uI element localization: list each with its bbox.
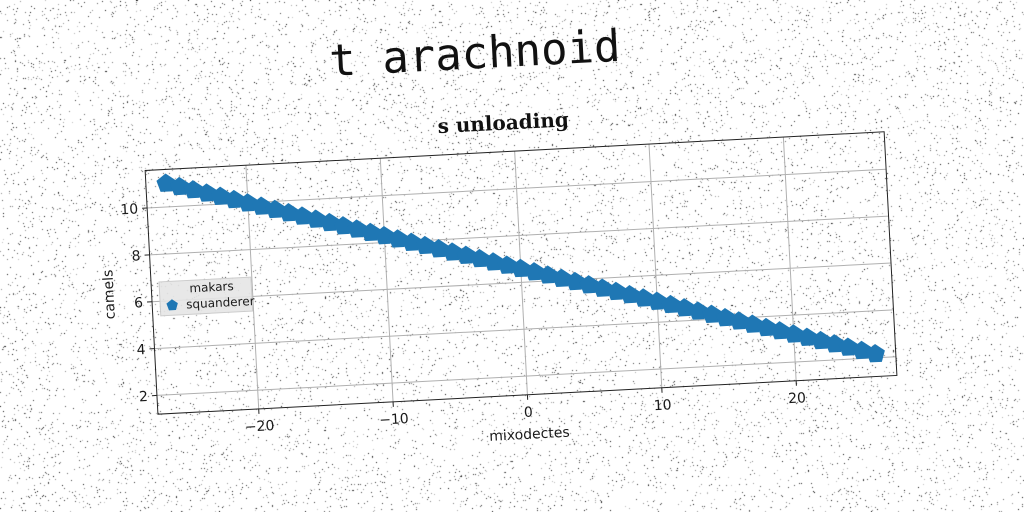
- scatter-point: [661, 294, 681, 314]
- scatter-point: [729, 311, 749, 330]
- scatter-point: [333, 216, 353, 235]
- scatter-point: [633, 288, 653, 307]
- scatter-point: [265, 199, 285, 219]
- grid-line-y: [156, 356, 896, 396]
- scatter-point: [279, 203, 299, 222]
- scatter-point: [606, 281, 626, 301]
- grid-line-x: [379, 158, 394, 402]
- x-tick-label: −10: [379, 411, 409, 429]
- x-tick-label: 20: [788, 390, 807, 407]
- scatter-point: [811, 330, 831, 350]
- scatter-point: [797, 327, 817, 346]
- scatter-point: [388, 229, 408, 248]
- scatter-point: [442, 242, 462, 261]
- scatter-point: [251, 196, 271, 215]
- scatter-point: [770, 321, 790, 340]
- scatter-point: [483, 252, 503, 271]
- scatter-point: [784, 324, 804, 343]
- scatter-point: [374, 225, 394, 245]
- grid-line-y: [149, 215, 889, 256]
- scatter-point: [456, 245, 476, 265]
- scatter-point: [511, 258, 531, 278]
- x-tick-label: 10: [653, 397, 672, 414]
- scatter-point: [524, 262, 544, 281]
- scatter-point: [674, 298, 694, 317]
- scatter-point: [292, 206, 312, 225]
- scatter-point: [402, 232, 422, 251]
- scatter-point: [552, 268, 572, 287]
- scatter-point: [197, 183, 217, 202]
- grid-line-x: [648, 144, 663, 388]
- scatter-point: [238, 193, 258, 212]
- y-tick-label: 8: [131, 248, 141, 264]
- series-squanderer: [156, 173, 885, 363]
- scatter-point: [756, 317, 776, 337]
- scatter-point: [429, 239, 449, 258]
- scatter-point: [865, 344, 885, 363]
- scatter-point: [210, 186, 230, 205]
- chart: s unloading −20 −10 0 10 20 2 4 6 8 10 mixodectes…: [83, 91, 921, 493]
- y-tick-label: 10: [120, 201, 139, 218]
- legend: makars squanderer: [158, 276, 255, 317]
- scatter-point: [593, 278, 612, 297]
- scatter-point: [156, 173, 176, 192]
- scatter-point: [306, 209, 326, 228]
- scatter-point: [538, 265, 558, 284]
- scatter-point: [688, 301, 708, 320]
- x-tick-label: −20: [244, 418, 274, 436]
- y-tick-label: 2: [139, 389, 149, 405]
- grid-line-y: [147, 168, 887, 209]
- x-axis-label: mixodectes: [489, 425, 570, 445]
- scatter-point: [347, 219, 367, 238]
- scatter-point: [565, 271, 585, 291]
- legend-box: [158, 276, 254, 317]
- scatter-point: [361, 222, 381, 242]
- scatter-point: [702, 304, 722, 324]
- scatter-point: [647, 291, 667, 310]
- scatter-point: [415, 235, 435, 255]
- scatter-point: [620, 285, 640, 304]
- scatter-point: [715, 307, 735, 327]
- x-tick-label: 0: [523, 405, 533, 421]
- scatter-point: [743, 314, 763, 333]
- legend-marker-pentagon: [166, 299, 178, 311]
- y-tick-label: 4: [136, 342, 146, 358]
- scatter-point: [838, 337, 858, 356]
- scatter-point: [579, 275, 599, 294]
- scatter-point: [320, 212, 340, 232]
- scatter-point: [497, 255, 517, 274]
- grid: [147, 137, 896, 409]
- scatter-point: [183, 180, 203, 199]
- y-tick-label: 6: [134, 295, 144, 311]
- scatter-point: [824, 334, 845, 353]
- scatter-point: [852, 340, 872, 360]
- grid-line-y: [152, 262, 892, 303]
- y-axis-label: camels: [100, 269, 119, 319]
- legend-entry-squanderer: squanderer: [186, 294, 255, 312]
- scatter-point: [470, 248, 490, 268]
- grid-line-y: [154, 309, 894, 350]
- axis-ticks: −20 −10 0 10 20 2 4 6 8 10: [120, 201, 807, 436]
- scatter-point: [170, 176, 189, 196]
- legend-title: makars: [189, 279, 234, 295]
- scatter-point: [224, 189, 244, 209]
